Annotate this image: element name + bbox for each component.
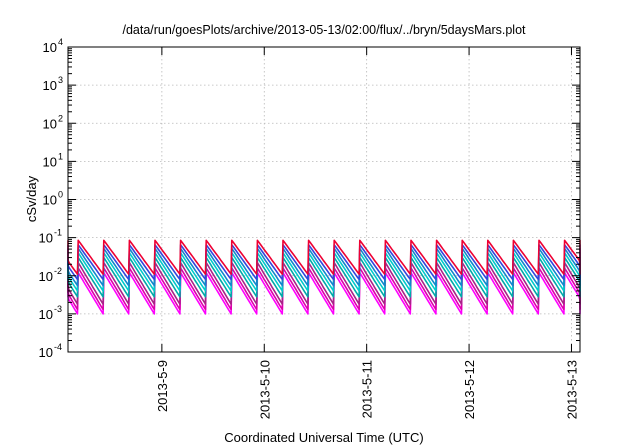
y-tick-label: 10 xyxy=(43,154,57,169)
grid-lines xyxy=(68,47,580,352)
y-tick-label: 10 xyxy=(39,307,53,322)
x-axis-label: Coordinated Universal Time (UTC) xyxy=(224,430,423,445)
y-tick-label: 10 xyxy=(43,193,57,208)
y-tick-label: 10 xyxy=(39,231,53,246)
y-tick-exponent: 4 xyxy=(58,37,63,47)
x-tick-label: 2013-5-12 xyxy=(462,360,477,419)
x-tick-label: 2013-5-10 xyxy=(257,360,272,419)
y-tick-exponent: -3 xyxy=(54,304,62,314)
series-line xyxy=(67,239,581,275)
y-tick-label: 10 xyxy=(43,116,57,131)
y-tick-label: 10 xyxy=(43,40,57,55)
y-axis-label: cSv/day xyxy=(24,175,39,222)
series-lines xyxy=(67,239,581,315)
y-tick-exponent: 2 xyxy=(58,113,63,123)
y-tick-exponent: 1 xyxy=(58,151,63,161)
y-tick-exponent: -4 xyxy=(54,342,62,352)
x-tick-label: 2013-5-13 xyxy=(564,360,579,419)
chart-title: /data/run/goesPlots/archive/2013-05-13/0… xyxy=(122,23,526,37)
x-tick-label: 2013-5-11 xyxy=(360,360,375,418)
x-axis-ticks: 2013-5-9 2013-5-10 2013-5-11 2013-5-12 2013-… xyxy=(155,47,579,419)
y-tick-exponent: 3 xyxy=(58,75,63,85)
y-tick-label: 10 xyxy=(39,269,53,284)
y-tick-label: 10 xyxy=(43,78,57,93)
y-tick-exponent: -1 xyxy=(54,228,62,238)
y-tick-exponent: 0 xyxy=(58,190,63,200)
y-tick-exponent: -2 xyxy=(54,266,62,276)
y-tick-label: 10 xyxy=(39,345,53,360)
x-tick-label: 2013-5-9 xyxy=(155,360,170,412)
